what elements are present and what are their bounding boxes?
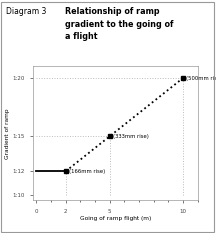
Text: Relationship of ramp
gradient to the going of
a flight: Relationship of ramp gradient to the goi… — [65, 7, 173, 41]
X-axis label: Going of ramp flight (m): Going of ramp flight (m) — [80, 216, 151, 222]
Text: (500mm rise): (500mm rise) — [186, 75, 216, 81]
Y-axis label: Gradient of ramp: Gradient of ramp — [5, 108, 10, 159]
Text: Diagram 3: Diagram 3 — [6, 7, 47, 16]
Text: (166mm rise): (166mm rise) — [69, 169, 105, 174]
Text: (333mm rise): (333mm rise) — [113, 134, 149, 139]
